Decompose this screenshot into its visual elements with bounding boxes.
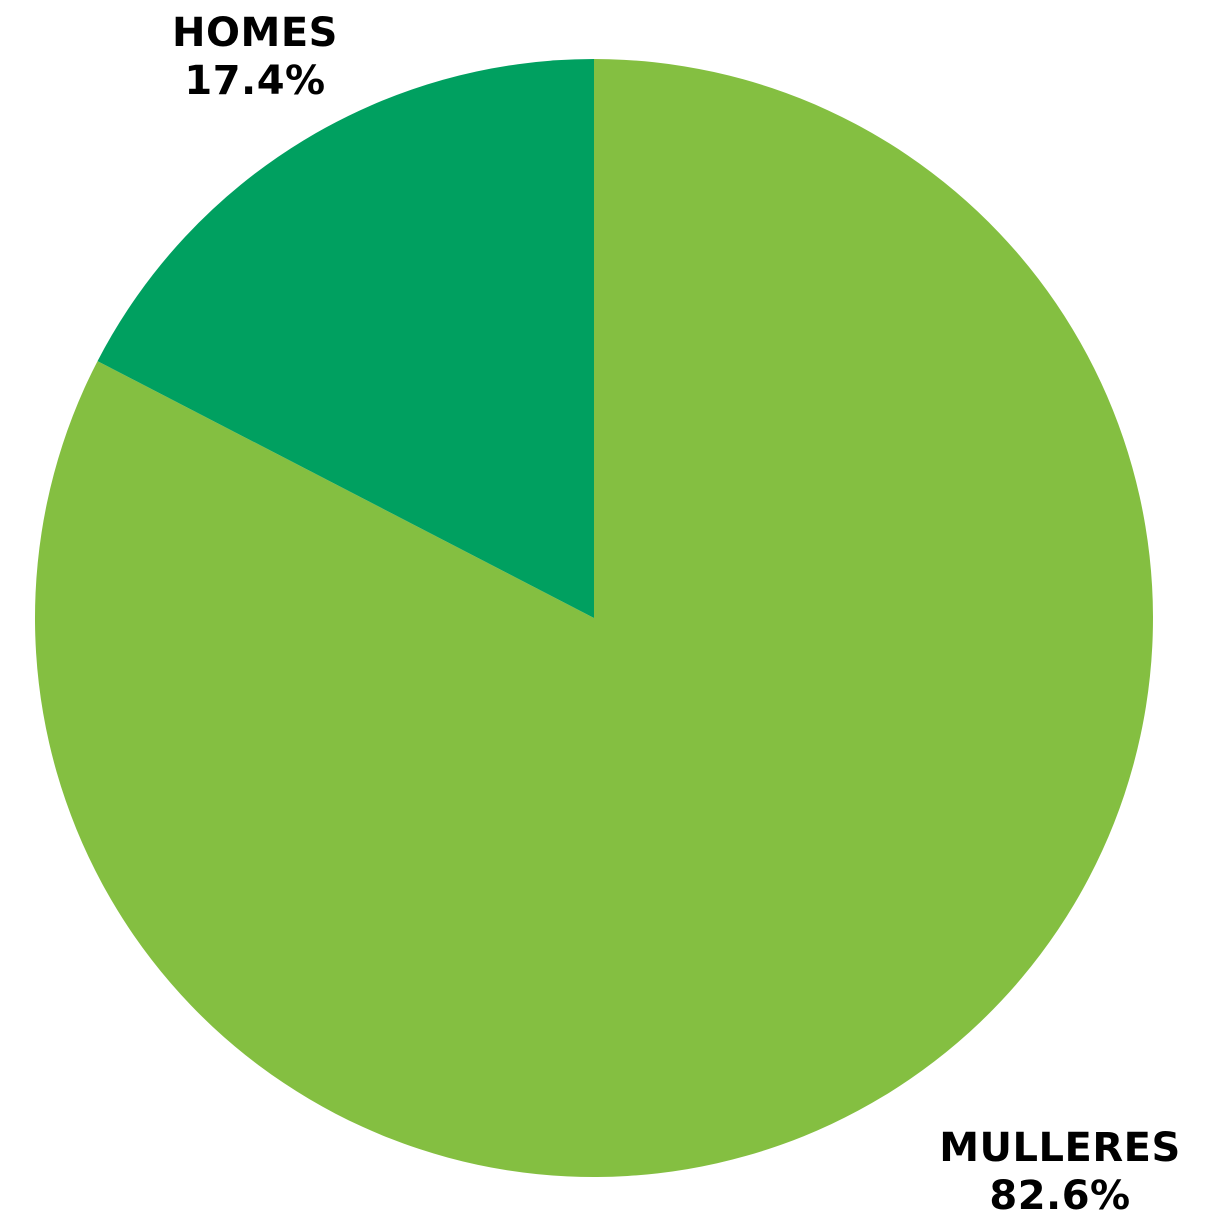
slice-label-mulleres: MULLERES 82.6% xyxy=(910,1124,1210,1220)
slice-label-homes: HOMES 17.4% xyxy=(130,9,380,105)
slice-value-mulleres: 82.6% xyxy=(989,1173,1131,1219)
pie-slice-homes xyxy=(97,59,594,618)
pie-slices xyxy=(34,59,1153,1177)
slice-value-homes: 17.4% xyxy=(184,58,326,104)
pie-slice-mulleres xyxy=(34,59,1153,1177)
slice-name-homes: HOMES xyxy=(172,10,338,56)
slice-name-mulleres: MULLERES xyxy=(939,1125,1181,1171)
